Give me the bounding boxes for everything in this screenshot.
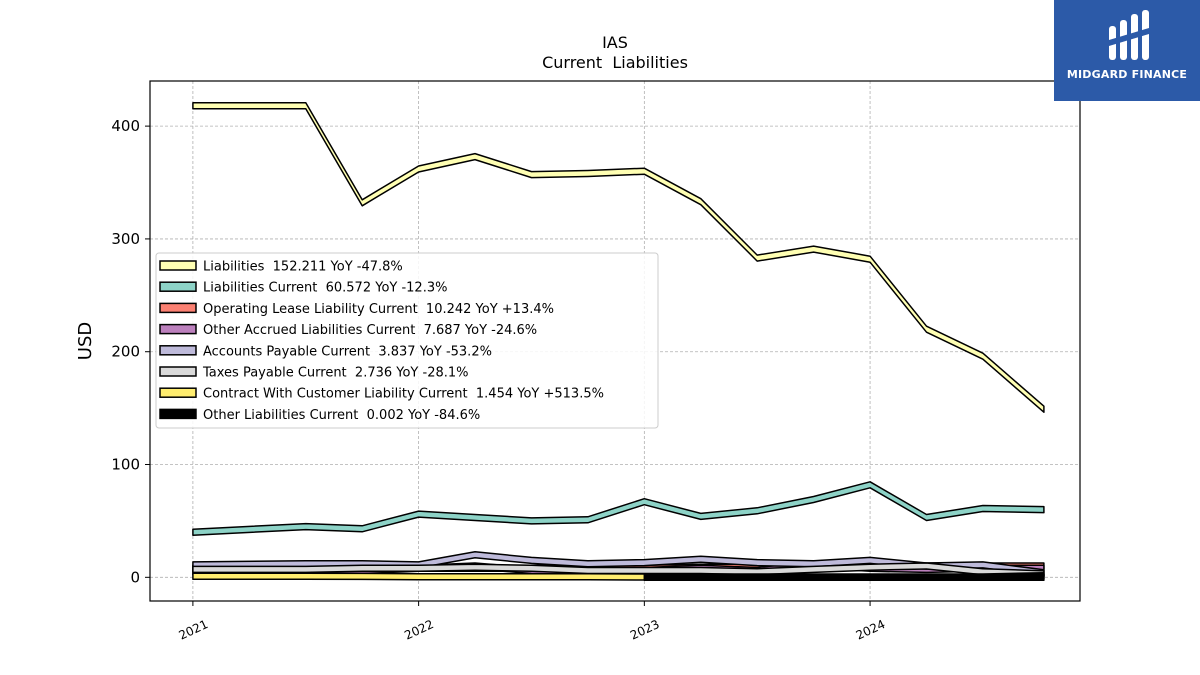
x-tick-label: 2022 [402,617,436,643]
logo-text: MIDGARD FINANCE [1066,68,1188,81]
legend-label: Operating Lease Liability Current 10.242… [203,302,554,317]
legend: Liabilities 152.211 YoY -47.8% Liabilitie… [155,252,659,429]
chart-subtitle: Current Liabilities [542,53,688,72]
legend-label: Liabilities Current 60.572 YoY -12.3% [203,281,447,296]
legend-swatch [159,323,197,335]
legend-label: Contract With Customer Liability Current… [203,387,604,402]
series-layer [192,102,1045,582]
legend-box [155,252,659,429]
series-other-liabilities-current [643,573,1045,582]
legend-label: Accounts Payable Current 3.837 YoY -53.2… [203,344,492,359]
series-liabilities-current [192,481,1045,536]
logo-mark-icon [1109,10,1149,60]
chart-title: IAS [602,33,628,52]
x-tick-label: 2024 [854,617,888,643]
y-tick-label: 300 [111,230,140,248]
legend-swatch [159,387,197,398]
plot-frame [149,80,1081,602]
y-tick-label: 0 [130,568,140,586]
legend-label: Liabilities 152.211 YoY -47.8% [203,260,403,275]
x-tick-label: 2021 [177,617,211,643]
legend-label: Taxes Payable Current 2.736 YoY -28.1% [202,366,469,381]
midgard-finance-logo: MIDGARD FINANCE [1054,0,1200,101]
y-tick-label: 100 [111,456,140,474]
legend-swatch [159,366,197,377]
legend-swatch [159,345,197,356]
legend-label: Other Accrued Liabilities Current 7.687 … [203,323,537,338]
y-tick-label: 200 [111,343,140,361]
series-band [643,573,1045,582]
x-tick-label: 2023 [628,617,662,643]
y-tick-label: 400 [111,117,140,135]
y-axis-label: USD [75,322,96,360]
series-liabilities [192,102,1045,413]
legend-swatch [159,408,197,420]
legend-swatch [159,260,197,271]
series-band [192,481,1045,536]
series-band [192,102,1045,413]
legend-swatch [159,302,197,314]
legend-label: Other Liabilities Current 0.002 YoY -84.… [203,408,480,423]
legend-swatch [159,281,197,292]
